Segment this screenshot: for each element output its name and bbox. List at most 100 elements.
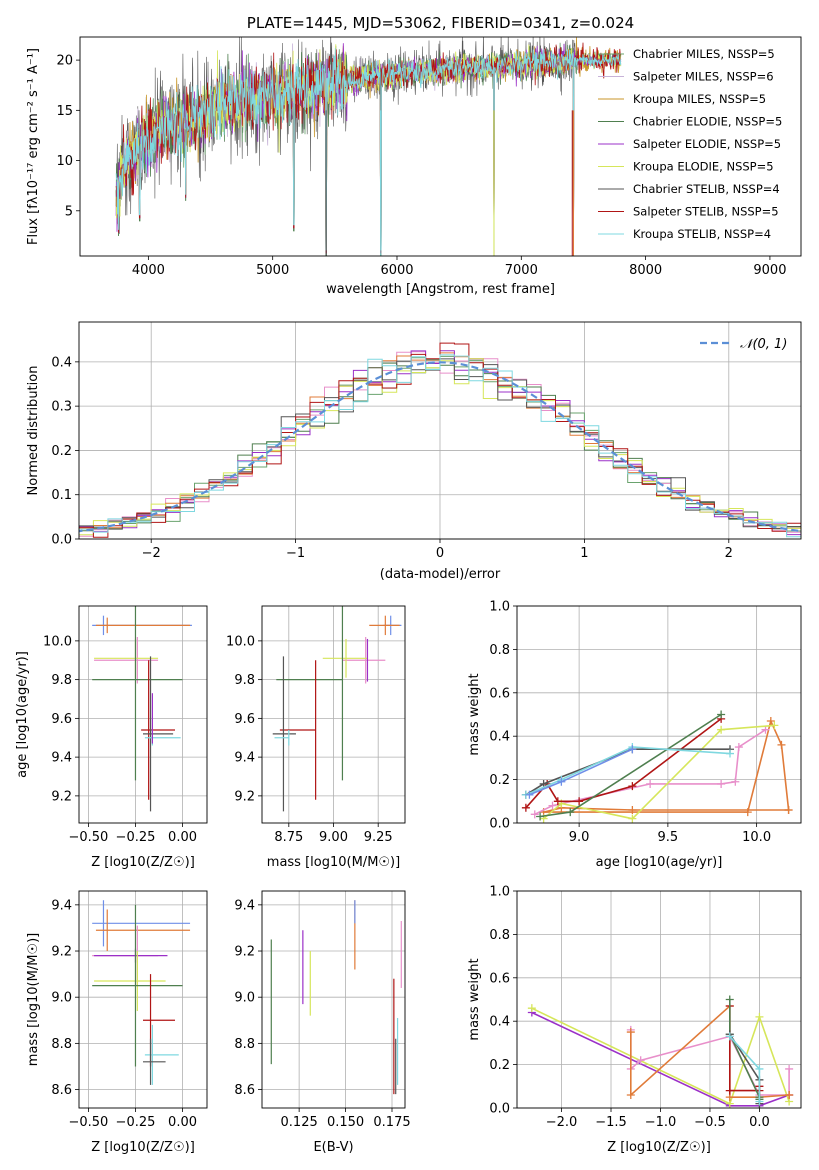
weight-marker xyxy=(755,1012,764,1021)
weight-marker xyxy=(743,808,752,817)
x-tick-label: −0.5 xyxy=(694,1115,726,1130)
weight-marker xyxy=(628,814,637,823)
x-tick-label: −1.5 xyxy=(595,1115,627,1130)
weight-marker xyxy=(553,797,562,806)
y-tick-label: 1.0 xyxy=(489,600,510,615)
y-tick-label: 0.4 xyxy=(51,355,72,370)
x-tick-label: 2 xyxy=(725,546,733,561)
x-axis-label: Z [log10(Z/Z☉)] xyxy=(607,1140,711,1155)
x-axis-label: Z [log10(Z/Z☉)] xyxy=(91,1140,195,1155)
x-tick-label: 0.00 xyxy=(168,1115,197,1130)
axes-frame xyxy=(78,321,802,540)
x-tick-label: 8000 xyxy=(629,263,662,278)
x-tick-label: −0.25 xyxy=(116,1115,156,1130)
legend-entry: Chabrier ELODIE, NSSP=5 xyxy=(633,115,782,129)
histogram-step xyxy=(79,354,801,538)
weight-line xyxy=(525,746,731,796)
y-tick-label: 9.8 xyxy=(234,673,255,688)
x-tick-label: 0.0 xyxy=(749,1115,770,1130)
y-tick-label: 0.6 xyxy=(489,686,510,701)
x-tick-label: −2 xyxy=(142,546,161,561)
plot-area-age_vs_Z xyxy=(92,606,192,812)
x-tick-label: −0.50 xyxy=(68,830,108,845)
x-tick-label: 0.175 xyxy=(373,1115,410,1130)
y-tick-label: 0.4 xyxy=(489,1015,510,1030)
y-tick-label: 0.8 xyxy=(489,643,510,658)
x-tick-label: −1.0 xyxy=(645,1115,677,1130)
x-tick-label: −0.50 xyxy=(68,1115,108,1130)
weight-marker xyxy=(626,1028,635,1037)
y-tick-label: 0.2 xyxy=(489,1058,510,1073)
x-tick-label: 0.125 xyxy=(281,1115,318,1130)
x-tick-label: 10.0 xyxy=(742,830,771,845)
weight-marker xyxy=(726,749,734,758)
axes-mass_vs_EBV: 0.125 0.150 0.175 8.6 8.8 9.0 9.2 9.4 E(B-V) xyxy=(234,890,411,1155)
axes-frame xyxy=(261,890,406,1109)
x-axis-label: mass [log10(M/M☉)] xyxy=(267,855,400,870)
weight-marker xyxy=(628,782,637,791)
y-tick-label: 0.0 xyxy=(51,533,72,548)
weight-marker xyxy=(717,779,726,788)
y-tick-label: 0.2 xyxy=(51,444,72,459)
weight-marker xyxy=(755,1097,764,1106)
weight-line xyxy=(729,999,761,1100)
weight-marker xyxy=(626,1090,635,1099)
x-tick-label: 6000 xyxy=(380,263,413,278)
x-tick-label: 9000 xyxy=(753,263,786,278)
weight-marker xyxy=(770,721,779,730)
x-tick-label: 7000 xyxy=(505,263,538,278)
weight-marker xyxy=(536,812,545,821)
weight-marker xyxy=(566,808,575,817)
legend-entry: Salpeter MILES, NSSP=6 xyxy=(633,70,774,84)
y-tick-label: 20 xyxy=(56,54,73,69)
x-axis-label: wavelength [Angstrom, rest frame] xyxy=(326,282,555,297)
x-tick-label: 0.00 xyxy=(168,830,197,845)
weight-marker xyxy=(636,1056,645,1065)
axes-spectrum: 4000 5000 6000 7000 8000 9000 5 10 15 20 PLATE=144… xyxy=(26,14,802,297)
weight-marker xyxy=(646,779,655,788)
y-axis-label: age [log10(age/yr)] xyxy=(15,651,30,778)
weight-marker xyxy=(525,790,534,799)
weight-marker xyxy=(628,745,637,754)
y-tick-label: 1.0 xyxy=(489,885,510,900)
axes-mass_vs_Z: −0.50 −0.25 0.00 8.6 8.8 9.0 9.2 9.4 Z [log10(Z/… xyxy=(26,890,208,1155)
weight-marker xyxy=(785,1064,794,1073)
y-axis-label: Flux [fλ10⁻¹⁷ erg cm⁻² s⁻¹ A⁻¹] xyxy=(26,48,41,245)
legend-entry: Chabrier STELIB, NSSP=4 xyxy=(633,182,780,196)
weight-marker xyxy=(766,717,775,726)
axes-frame xyxy=(516,605,802,824)
y-tick-label: 9.4 xyxy=(51,898,72,913)
y-tick-label: 9.8 xyxy=(51,673,72,688)
weight-marker xyxy=(785,1090,794,1099)
x-tick-label: 4000 xyxy=(132,263,165,278)
axes-weight_vs_Z: −2.0 −1.5 −1.0 −0.5 0.0 0.0 0.2 0.4 0.6 0.8 1.0 Z [… xyxy=(467,885,802,1155)
y-tick-label: 0.3 xyxy=(51,400,72,415)
x-tick-label: 9.25 xyxy=(364,830,393,845)
axes-residuals: −2 −1 0 1 2 0.0 0.1 0.2 0.3 0.4 (data-model)/error… xyxy=(26,321,802,582)
y-axis-label: mass weight xyxy=(467,673,482,755)
weight-marker xyxy=(717,710,726,719)
y-tick-label: 9.4 xyxy=(234,751,255,766)
x-tick-label: 8.75 xyxy=(274,830,303,845)
plot-area-mass_vs_Z xyxy=(92,900,191,1085)
weight-marker xyxy=(761,725,770,734)
plot-area-weight_vs_Z xyxy=(527,995,794,1108)
legend-entry: Kroupa ELODIE, NSSP=5 xyxy=(633,160,774,174)
weight-marker xyxy=(755,1064,764,1073)
x-tick-label: 9.0 xyxy=(569,830,590,845)
y-tick-label: 0.0 xyxy=(489,1102,510,1117)
weight-marker xyxy=(725,1086,734,1095)
weight-line xyxy=(729,1006,761,1092)
weight-marker xyxy=(548,801,557,810)
weight-marker xyxy=(557,777,566,786)
x-tick-label: 5000 xyxy=(256,263,289,278)
axes-frame xyxy=(79,36,802,257)
y-tick-label: 0.4 xyxy=(489,730,510,745)
plot-area-spectrum xyxy=(115,37,622,256)
y-axis-label: mass [log10(M/M☉)] xyxy=(26,933,41,1066)
legend-entry: Chabrier MILES, NSSP=5 xyxy=(633,47,775,61)
y-tick-label: 9.0 xyxy=(51,991,72,1006)
weight-line xyxy=(529,748,633,796)
weight-marker xyxy=(734,743,743,752)
